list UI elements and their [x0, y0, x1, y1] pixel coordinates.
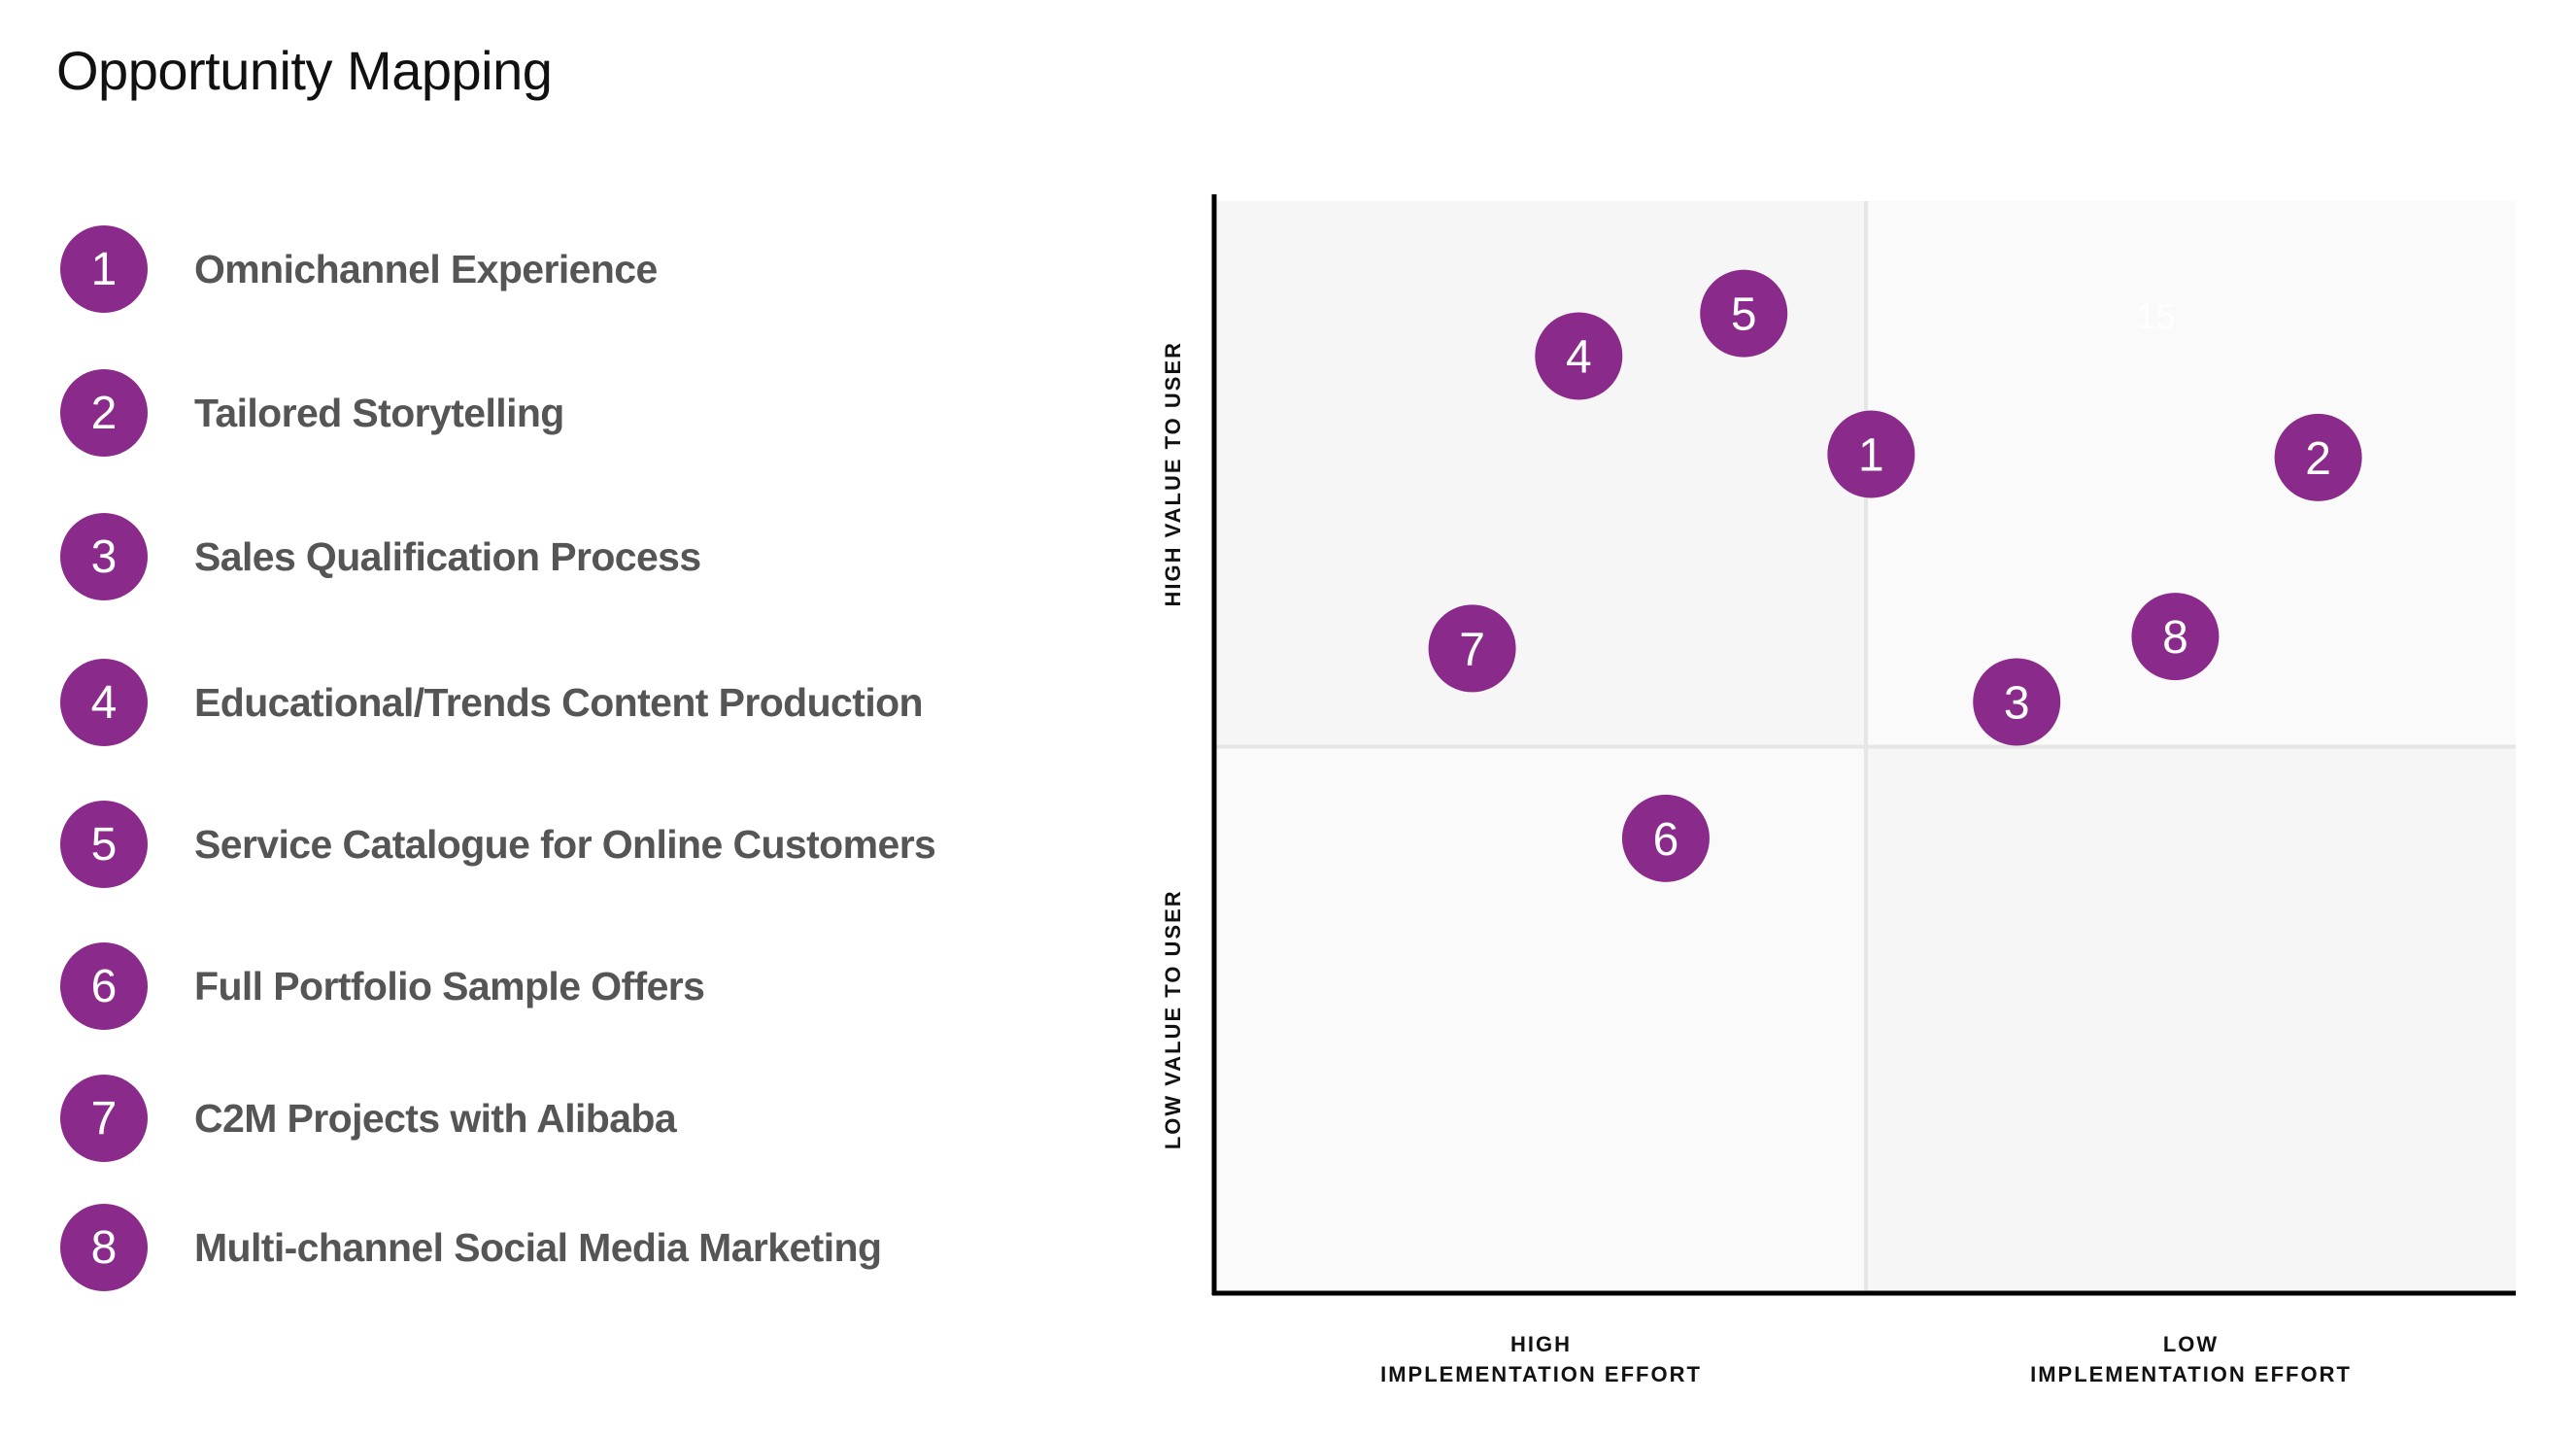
legend-item: 4 Educational/Trends Content Production — [60, 659, 924, 746]
opportunity-marker-6 — [1621, 794, 1710, 882]
opportunity-marker-label-1: 1 — [1858, 430, 1884, 482]
legend-item: 8 Multi-channel Social Media Marketing — [60, 1204, 882, 1291]
opportunity-marker-3 — [1973, 658, 2061, 746]
opportunity-marker-label-2: 2 — [2305, 433, 2331, 485]
legend-number-badge: 2 — [60, 369, 148, 457]
legend-label: Educational/Trends Content Production — [194, 679, 924, 725]
legend-label: Omnichannel Experience — [194, 246, 658, 291]
quadrant-low-value-low-effort — [1866, 746, 2516, 1292]
legend-item: 7 C2M Projects with Alibaba — [60, 1075, 677, 1162]
legend-label: Full Portfolio Sample Offers — [194, 963, 705, 1009]
legend-label: C2M Projects with Alibaba — [194, 1095, 677, 1141]
page-title: Opportunity Mapping — [56, 40, 553, 101]
legend-number-badge: 8 — [60, 1204, 148, 1291]
x-axis-label: HIGH IMPLEMENTATION EFFORT — [1380, 1332, 1702, 1386]
opportunity-marker-2 — [2274, 413, 2362, 501]
legend-label: Service Catalogue for Online Customers — [194, 821, 936, 867]
legend-item: 5 Service Catalogue for Online Customers — [60, 801, 936, 888]
opportunity-marker-5 — [1700, 269, 1788, 358]
opportunity-marker-1 — [1827, 410, 1915, 498]
opportunity-marker-label-4: 4 — [1566, 331, 1592, 383]
legend-number-badge: 4 — [60, 659, 148, 746]
opportunity-marker-4 — [1535, 312, 1623, 400]
legend-item: 2 Tailored Storytelling — [60, 369, 564, 457]
x-axis-label-line: IMPLEMENTATION EFFORT — [1380, 1362, 1702, 1386]
legend-number-badge: 6 — [60, 942, 148, 1030]
legend-label: Sales Qualification Process — [194, 533, 701, 579]
opportunity-marker-label-6: 6 — [1653, 814, 1679, 866]
x-axis-label-line: HIGH — [1510, 1332, 1572, 1356]
opportunity-marker-7 — [1428, 604, 1516, 693]
opportunity-marker-8 — [2131, 593, 2220, 681]
opportunity-marker-label-7: 7 — [1459, 624, 1485, 675]
legend-number-badge: 5 — [60, 801, 148, 888]
opportunity-marker-label-8: 8 — [2162, 612, 2188, 664]
x-axis-label-line: IMPLEMENTATION EFFORT — [2030, 1362, 2352, 1386]
legend-item: 6 Full Portfolio Sample Offers — [60, 942, 705, 1030]
legend-item: 1 Omnichannel Experience — [60, 225, 658, 313]
opportunity-marker-label-5: 5 — [1731, 290, 1757, 341]
legend-label: Tailored Storytelling — [194, 390, 564, 435]
legend-number-badge: 7 — [60, 1075, 148, 1162]
legend-number-badge: 3 — [60, 513, 148, 600]
legend-label: Multi-channel Social Media Marketing — [194, 1224, 882, 1270]
legend-item: 3 Sales Qualification Process — [60, 513, 701, 600]
faint-annotation: 15 — [2136, 296, 2175, 336]
y-axis-label: LOW VALUE TO USER — [1161, 889, 1185, 1149]
opportunity-marker-label-3: 3 — [2004, 677, 2030, 729]
x-axis-label: LOW IMPLEMENTATION EFFORT — [2030, 1332, 2352, 1386]
legend-number-badge: 1 — [60, 225, 148, 313]
quadrant-low-value-high-effort — [1216, 746, 1866, 1292]
y-axis-label: HIGH VALUE TO USER — [1161, 341, 1185, 607]
x-axis-label-line: LOW — [2163, 1332, 2219, 1356]
